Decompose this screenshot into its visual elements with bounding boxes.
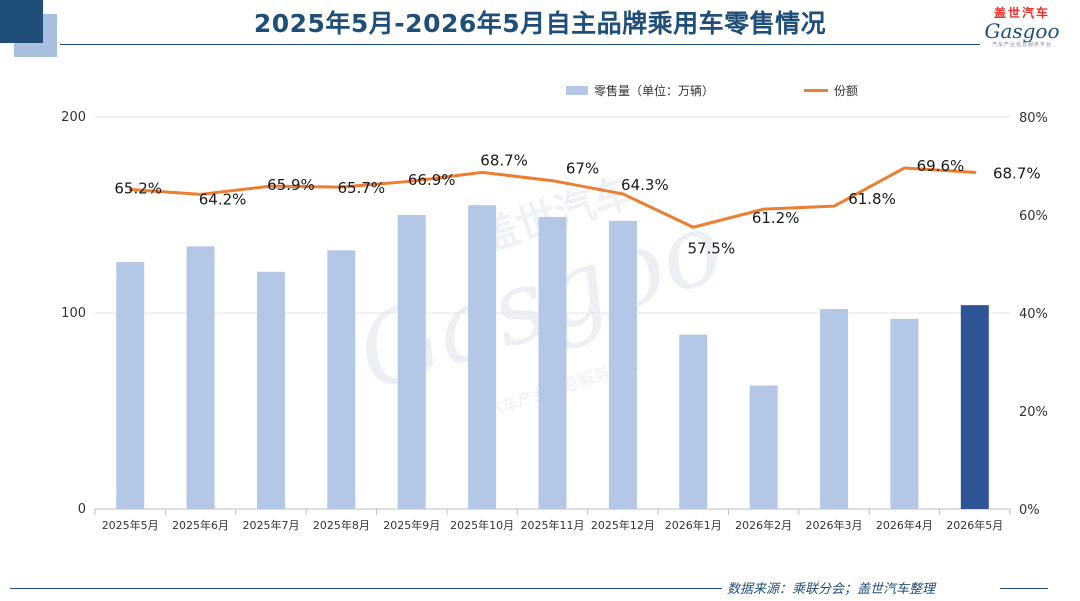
legend-swatch-line <box>804 89 828 92</box>
share-data-label: 57.5% <box>687 239 735 257</box>
x-tick-label: 2025年11月 <box>521 518 585 532</box>
x-tick-label: 2026年1月 <box>665 518 722 532</box>
legend-item-share: 份额 <box>804 82 858 99</box>
y-left-tick-label: 100 <box>61 306 86 321</box>
brand-logo-cn: 盖世汽车 <box>993 6 1050 20</box>
chart-title: 2025年5月-2026年5月自主品牌乘用车零售情况 <box>253 9 827 38</box>
x-tick-label: 2025年12月 <box>591 518 655 532</box>
x-tick-label: 2026年2月 <box>735 518 792 532</box>
legend-item-sales: 零售量（单位：万辆） <box>566 82 714 99</box>
x-tick-label: 2025年8月 <box>313 518 370 532</box>
footer-divider-left <box>10 588 722 589</box>
share-line <box>128 166 977 229</box>
bar <box>186 246 215 510</box>
brand-logo: 盖世汽车 Gasgoo 汽车产业信息服务平台 <box>972 4 1072 48</box>
share-data-label: 67% <box>566 160 599 178</box>
y-left-tick-label: 0 <box>78 502 86 517</box>
bar <box>256 271 285 509</box>
legend-label-share: 份额 <box>834 84 859 98</box>
bar <box>468 205 497 509</box>
y-right-tick-label: 0% <box>1019 503 1040 518</box>
share-data-label: 68.7% <box>993 164 1041 182</box>
share-data-label: 65.9% <box>267 176 315 194</box>
share-data-label: 64.3% <box>621 176 669 194</box>
share-data-label: 66.9% <box>408 171 456 189</box>
y-right-tick-label: 80% <box>1019 111 1048 126</box>
y-right-tick-label: 40% <box>1019 307 1048 322</box>
bar <box>679 334 708 509</box>
share-data-label: 69.6% <box>917 157 965 175</box>
bar <box>608 220 637 509</box>
legend-swatch-bar <box>566 86 588 95</box>
legend-label-sales: 零售量（单位：万辆） <box>594 84 715 98</box>
bar <box>116 262 145 509</box>
share-data-label: 65.2% <box>114 180 162 198</box>
bar <box>397 215 426 509</box>
x-tick-label: 2026年5月 <box>946 518 1003 532</box>
y-left-tick-label: 200 <box>61 110 86 125</box>
bar <box>327 250 356 509</box>
x-tick-label: 2025年6月 <box>172 518 229 532</box>
x-tick-label: 2025年5月 <box>102 518 159 532</box>
share-data-label: 61.2% <box>752 209 800 227</box>
footer-divider-right <box>1000 588 1048 589</box>
x-tick-label: 2026年4月 <box>876 518 933 532</box>
bar <box>749 385 778 509</box>
share-data-label: 64.2% <box>199 190 247 208</box>
bar <box>538 216 567 509</box>
bar <box>890 318 919 509</box>
share-data-label: 68.7% <box>480 151 528 169</box>
chart-legend: 零售量（单位：万辆） 份额 <box>0 82 1080 102</box>
share-data-label: 65.7% <box>338 179 386 197</box>
y-right-tick-label: 20% <box>1019 405 1048 420</box>
bar <box>820 309 849 509</box>
x-tick-label: 2025年10月 <box>450 518 514 532</box>
brand-logo-sub: 汽车产业信息服务平台 <box>991 42 1052 48</box>
share-data-label: 61.8% <box>848 190 896 208</box>
data-source: 数据来源：乘联分会；盖世汽车整理 <box>727 582 936 597</box>
title-divider <box>60 44 980 45</box>
x-tick-label: 2026年3月 <box>806 518 863 532</box>
corner-decoration <box>0 0 43 43</box>
y-right-tick-label: 60% <box>1019 209 1048 224</box>
x-tick-label: 2025年9月 <box>383 518 440 532</box>
bar <box>960 305 989 509</box>
brand-logo-en: Gasgoo <box>984 19 1060 43</box>
x-tick-label: 2025年7月 <box>242 518 299 532</box>
